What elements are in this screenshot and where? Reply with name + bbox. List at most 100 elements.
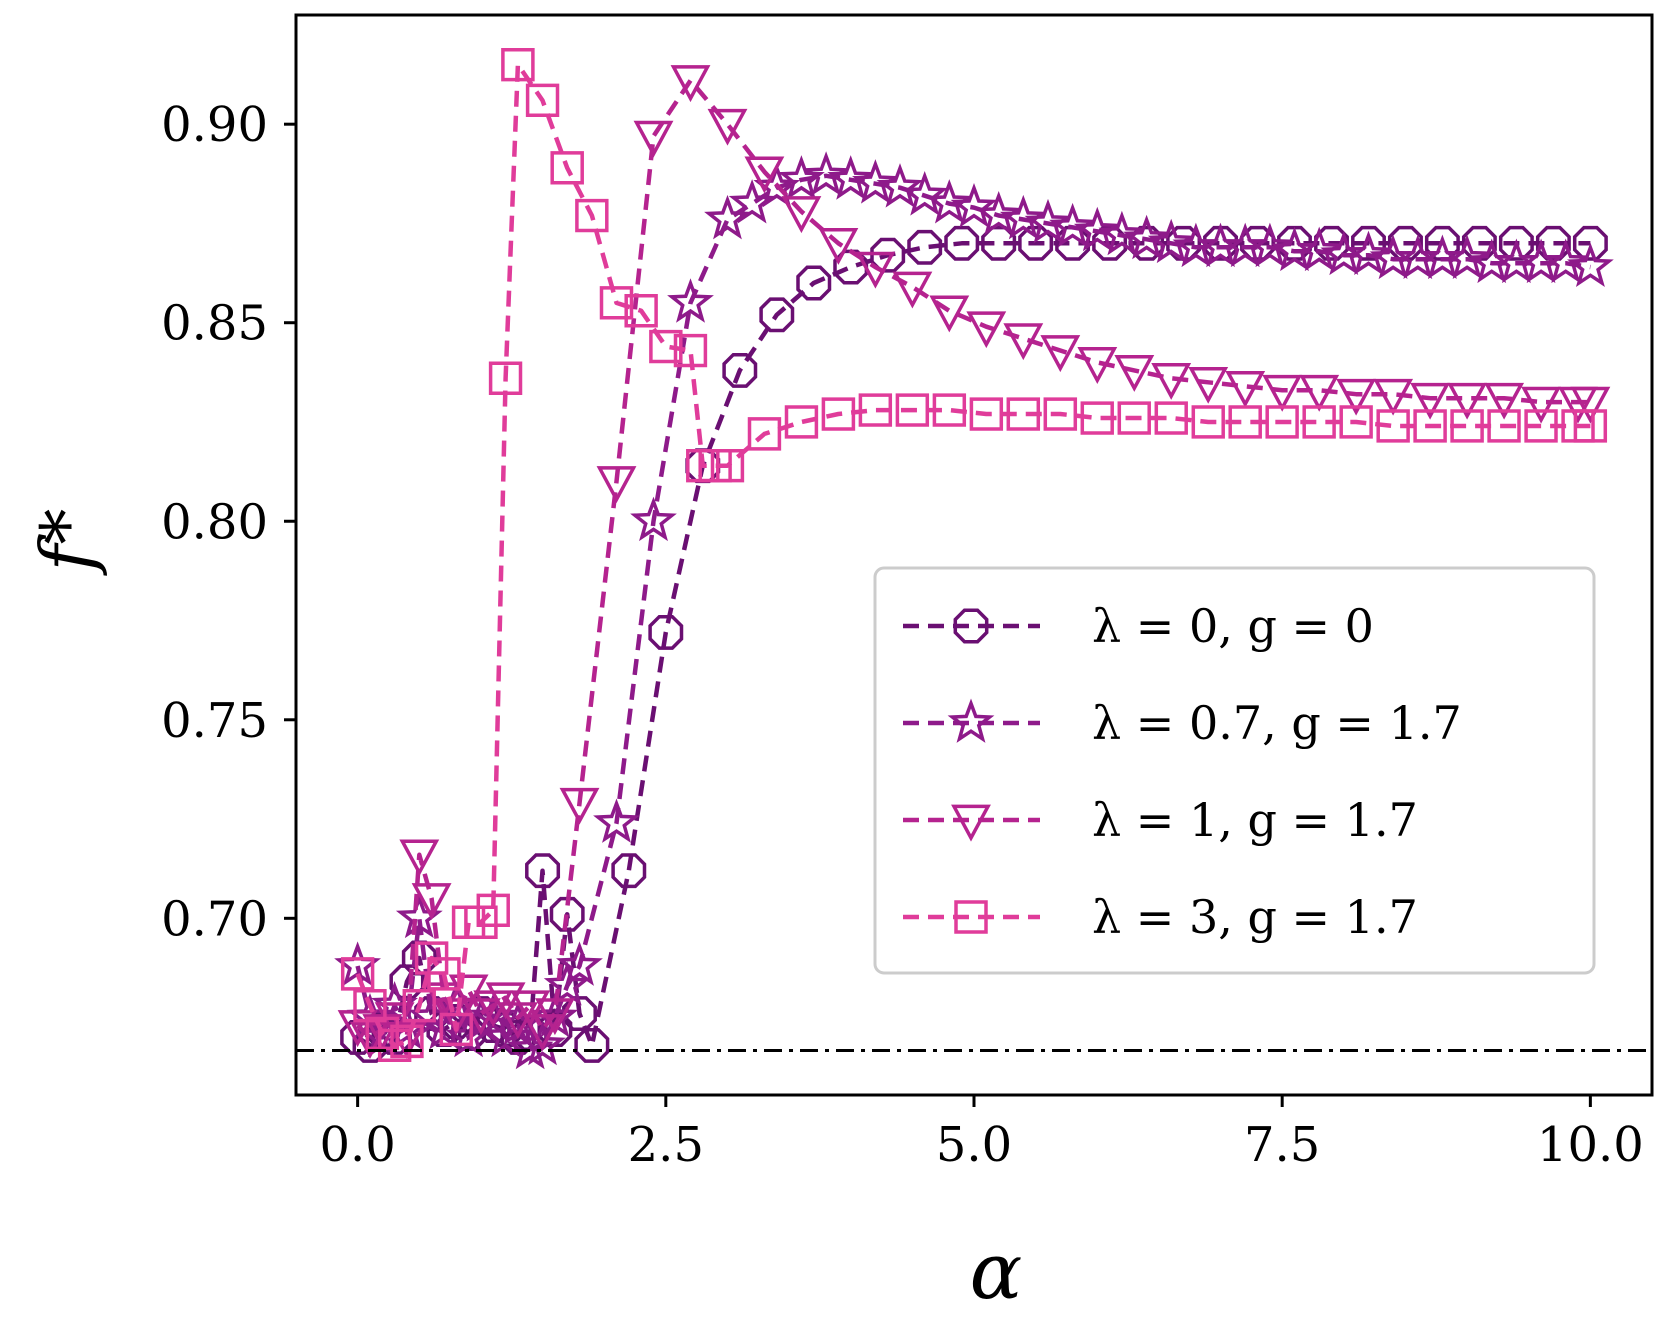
data-point: [599, 286, 634, 320]
data-point: [1484, 382, 1525, 420]
data-point: [1295, 226, 1343, 272]
data-point: [1498, 225, 1534, 261]
data-point: [1228, 405, 1262, 439]
data-point: [1117, 401, 1151, 435]
data-point: [1410, 382, 1451, 420]
legend: λ = 0, g = 0 λ = 0.7, g = 1.7 λ = 1, g = 1…: [873, 566, 1596, 975]
data-point: [630, 496, 677, 542]
data-point: [975, 190, 1022, 236]
x-tick-label: 5.0: [936, 1117, 1012, 1173]
data-point: [648, 614, 684, 650]
data-point: [1573, 409, 1608, 443]
data-point: [562, 996, 597, 1032]
data-point: [870, 237, 906, 273]
data-point: [1073, 206, 1121, 252]
data-point: [411, 883, 452, 920]
data-point: [950, 182, 998, 228]
data-point: [522, 1014, 563, 1051]
data-point: [999, 194, 1047, 240]
legend-label: λ = 1, g = 1.7: [1092, 793, 1418, 847]
data-point: [427, 957, 461, 991]
series-3-g-1-7: [340, 47, 1608, 1063]
x-tick-label: 7.5: [1244, 1117, 1320, 1173]
data-point: [1570, 386, 1611, 424]
y-axis-title: f*: [25, 509, 109, 577]
data-point: [550, 151, 584, 185]
data-point: [781, 196, 822, 234]
legend-entry: λ = 1, g = 1.7: [903, 793, 1418, 847]
data-point: [1521, 386, 1562, 424]
legend-marker: [953, 608, 989, 644]
data-point: [876, 163, 924, 208]
x-tick-label: 10.0: [1537, 1117, 1644, 1173]
data-point: [1413, 409, 1447, 443]
data-point: [1049, 202, 1096, 248]
data-point: [559, 787, 600, 825]
data-point: [476, 893, 510, 928]
data-point: [1080, 401, 1114, 435]
x-tick-label: 2.5: [628, 1117, 704, 1173]
data-point: [907, 229, 943, 265]
data-point: [1123, 214, 1170, 260]
data-point: [353, 988, 387, 1023]
data-point: [556, 941, 603, 986]
legend-entry: λ = 3, g = 1.7: [903, 890, 1418, 944]
data-point: [485, 982, 526, 1020]
data-point: [901, 171, 949, 216]
data-point: [895, 393, 930, 427]
data-point: [649, 329, 683, 364]
data-point: [519, 1020, 566, 1066]
x-axis-ticks: 0.0 2.5 5.0 7.5 10.0: [319, 1095, 1644, 1173]
data-point: [624, 294, 658, 328]
data-point: [796, 265, 832, 301]
data-point: [574, 1027, 610, 1063]
data-point: [525, 853, 561, 889]
legend-entry: λ = 0, g = 0: [903, 599, 1374, 653]
data-point: [501, 47, 535, 82]
data-point: [414, 941, 449, 975]
data-point: [1447, 382, 1488, 420]
data-point: [966, 311, 1007, 349]
data-point: [510, 990, 551, 1028]
y-tick-label: 0.70: [161, 891, 268, 947]
data-point: [667, 278, 714, 323]
legend-marker: [954, 900, 988, 934]
data-point: [1567, 242, 1614, 287]
legend-marker: [951, 804, 991, 842]
y-tick-label: 0.85: [161, 296, 268, 352]
x-tick-label: 0.0: [319, 1117, 395, 1173]
data-point: [593, 798, 640, 843]
data-point: [673, 333, 708, 368]
data-point: [944, 225, 980, 261]
data-point: [1006, 397, 1041, 431]
data-point: [747, 417, 782, 451]
data-point: [827, 155, 875, 200]
data-point: [525, 83, 560, 118]
y-tick-label: 0.75: [161, 693, 268, 749]
data-point: [1114, 355, 1155, 392]
data-point: [1302, 405, 1336, 439]
data-point: [1225, 370, 1266, 408]
data-point: [390, 1024, 424, 1059]
data-point: [1077, 347, 1118, 384]
legend-box: [873, 566, 1596, 975]
data-point: [1461, 225, 1497, 261]
data-point: [892, 271, 933, 309]
data-point: [1376, 409, 1410, 443]
data-point: [1299, 374, 1340, 412]
data-point: [596, 466, 637, 504]
data-point: [439, 1012, 473, 1047]
legend-marker: [947, 698, 995, 743]
y-axis-ticks: 0.70 0.75 0.80 0.85 0.90: [161, 97, 296, 947]
data-point: [340, 957, 375, 991]
data-point: [929, 295, 970, 333]
data-point: [926, 179, 973, 224]
legend-label: λ = 0.7, g = 1.7: [1092, 696, 1462, 750]
data-point: [1524, 409, 1558, 443]
data-point: [534, 998, 575, 1036]
series-line: [355, 62, 1591, 1048]
data-point: [722, 352, 758, 388]
data-point: [399, 839, 440, 877]
data-point: [1188, 366, 1229, 404]
